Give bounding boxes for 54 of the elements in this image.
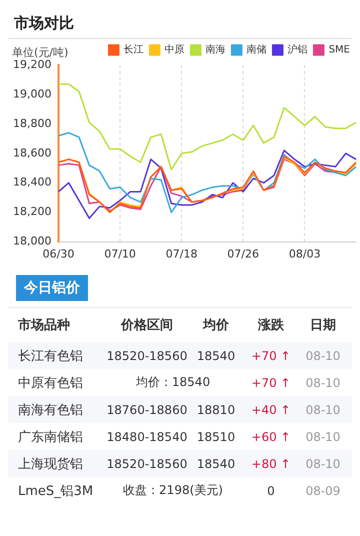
text: +80 ↑ bbox=[251, 456, 291, 470]
y-tick-label: 18,400 bbox=[12, 176, 52, 189]
y-axis-title: 单位(元/吨) bbox=[12, 46, 68, 59]
text: 18760-18860 bbox=[106, 402, 188, 416]
y-tick-label: 18,800 bbox=[12, 116, 52, 130]
text: 18540 bbox=[196, 456, 236, 470]
text: 08-10 bbox=[306, 430, 340, 444]
text: 18480-18540 bbox=[106, 430, 188, 444]
category-label: 均价 bbox=[202, 317, 230, 334]
x-tick-label: 07/26 bbox=[227, 247, 260, 260]
x-tick-label: 06/30 bbox=[42, 247, 74, 260]
category-label: 市场品种 bbox=[17, 316, 71, 334]
text: +70 ↑ bbox=[251, 348, 291, 362]
text: 08-09 bbox=[306, 484, 340, 498]
text: +60 ↑ bbox=[251, 430, 291, 444]
y-tick-label: 18,000 bbox=[12, 234, 52, 248]
text: 18520-18560 bbox=[106, 456, 188, 470]
legend-label: 长江 bbox=[124, 44, 144, 56]
legend-label: 南储 bbox=[246, 44, 267, 56]
x-tick-label: 08/03 bbox=[288, 247, 321, 260]
legend-label: 南海 bbox=[206, 44, 226, 56]
category-label: 日期 bbox=[309, 317, 337, 334]
category-label: 涨跌 bbox=[256, 317, 285, 334]
category-label: 广东南储铝 bbox=[18, 430, 83, 444]
category-label: 长江有色铝 bbox=[18, 348, 83, 364]
text: +70 ↑ bbox=[251, 376, 291, 390]
x-tick-label: 07/10 bbox=[104, 247, 136, 260]
category-label: 上海现货铝 bbox=[18, 456, 83, 472]
text: 18510 bbox=[196, 430, 236, 444]
text: 18520-18560 bbox=[106, 348, 188, 362]
category-label: 中原有色铝 bbox=[18, 376, 83, 390]
legend-label: 沪铝 bbox=[288, 44, 308, 56]
category-label: 价格区间 bbox=[120, 317, 174, 334]
y-tick-label: 19,000 bbox=[12, 87, 52, 100]
text: 均价：18540 bbox=[136, 375, 210, 389]
category-label: 南海有色铝 bbox=[18, 402, 83, 418]
category-label: LmeS_铝3M bbox=[18, 484, 94, 498]
text: +40 ↑ bbox=[251, 402, 291, 416]
text: 08-10 bbox=[306, 456, 340, 470]
legend-label: SME bbox=[328, 44, 350, 56]
text: 08-10 bbox=[306, 402, 340, 416]
text: 18810 bbox=[196, 402, 236, 416]
text: 18540 bbox=[196, 348, 236, 362]
legend-label: 中原 bbox=[164, 44, 185, 56]
text: 08-10 bbox=[306, 348, 340, 362]
x-tick-label: 07/18 bbox=[166, 247, 198, 260]
text: 收盘：2198(美元) bbox=[123, 483, 223, 497]
text: 0 bbox=[267, 484, 275, 498]
text: 今日铝价 bbox=[16, 275, 88, 301]
y-tick-label: 18,600 bbox=[12, 146, 52, 160]
text: 08-10 bbox=[306, 376, 340, 390]
chart-title: 市场对比 bbox=[8, 8, 352, 39]
y-tick-label: 18,200 bbox=[12, 205, 52, 218]
y-tick-label: 19,200 bbox=[12, 58, 52, 71]
